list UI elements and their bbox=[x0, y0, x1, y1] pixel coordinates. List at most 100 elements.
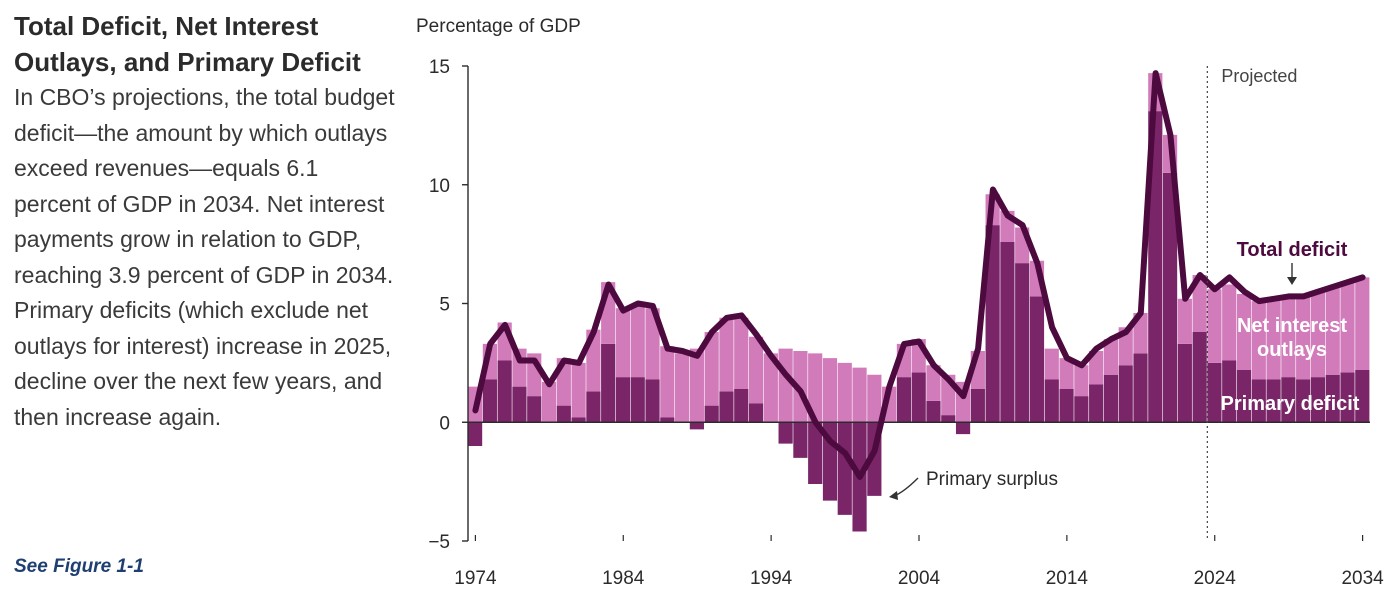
net-interest-bar bbox=[660, 346, 675, 418]
net-interest-bar bbox=[1251, 301, 1266, 380]
primary-bar bbox=[793, 422, 808, 458]
primary-bar bbox=[1340, 372, 1355, 423]
primary-bar bbox=[704, 405, 719, 423]
primary-bar bbox=[1029, 296, 1045, 423]
net-interest-bar bbox=[1266, 298, 1281, 380]
net-interest-bar bbox=[837, 362, 852, 423]
primary-bar bbox=[468, 422, 483, 446]
net-interest-bar bbox=[1325, 286, 1340, 375]
net-interest-bar bbox=[1133, 313, 1148, 354]
primary-bar bbox=[1222, 360, 1237, 423]
primary-bar bbox=[1266, 379, 1281, 423]
net-interest-bar bbox=[808, 353, 823, 423]
net-interest-bar bbox=[571, 362, 586, 418]
net-interest-bar bbox=[1207, 289, 1222, 363]
primary-bar bbox=[689, 422, 704, 430]
net-interest-bar bbox=[541, 381, 557, 423]
primary-bar bbox=[1044, 379, 1059, 423]
net-interest-bar bbox=[1236, 294, 1252, 370]
primary-bar bbox=[1118, 365, 1133, 423]
primary-bar bbox=[601, 343, 616, 423]
net-interest-label: Net interest outlays bbox=[1237, 315, 1347, 361]
primary-bar bbox=[1148, 111, 1163, 423]
net-interest-bar bbox=[1044, 348, 1059, 380]
total-deficit-label: Total deficit bbox=[1237, 239, 1348, 261]
primary-bar bbox=[660, 417, 675, 423]
net-interest-bar bbox=[630, 303, 645, 378]
primary-surplus-arrow bbox=[893, 477, 919, 497]
net-interest-bar bbox=[926, 365, 941, 401]
primary-bar bbox=[941, 415, 956, 423]
total-deficit-arrowhead bbox=[1287, 277, 1297, 285]
y-tick-label: 15 bbox=[429, 57, 450, 78]
primary-bar bbox=[1089, 384, 1104, 423]
net-interest-bar bbox=[867, 374, 882, 423]
net-interest-bar bbox=[734, 317, 749, 389]
x-tick-label: 2034 bbox=[1341, 568, 1384, 589]
primary-bar bbox=[497, 360, 512, 423]
net-interest-bar bbox=[1355, 277, 1370, 370]
primary-bar bbox=[1192, 332, 1207, 423]
primary-bar bbox=[1355, 370, 1370, 423]
primary-bar bbox=[911, 372, 926, 423]
primary-bar bbox=[1310, 377, 1326, 423]
net-interest-bar bbox=[1296, 296, 1311, 380]
x-tick-label: 2014 bbox=[1046, 568, 1089, 589]
primary-surplus-arrowhead bbox=[889, 491, 898, 500]
primary-bar bbox=[1059, 389, 1074, 423]
y-axis-label: Percentage of GDP bbox=[416, 16, 581, 37]
net-interest-bar bbox=[763, 353, 778, 423]
primary-bar bbox=[1074, 396, 1089, 423]
projected-label: Projected bbox=[1221, 66, 1297, 86]
net-interest-bar bbox=[778, 348, 793, 423]
net-interest-bar bbox=[1192, 275, 1207, 332]
net-interest-bar bbox=[748, 336, 764, 404]
net-interest-bar bbox=[1281, 296, 1296, 378]
primary-bar bbox=[719, 391, 734, 423]
primary-bar bbox=[926, 400, 941, 423]
x-tick-label: 1994 bbox=[750, 568, 793, 589]
primary-bar bbox=[512, 386, 527, 423]
net-interest-bar bbox=[719, 317, 734, 392]
net-interest-bar bbox=[1089, 351, 1104, 385]
x-tick-label: 1974 bbox=[454, 568, 497, 589]
primary-bar bbox=[1296, 379, 1311, 423]
y-tick-label: 0 bbox=[439, 413, 450, 434]
primary-bar bbox=[1015, 263, 1030, 423]
primary-bar bbox=[748, 403, 764, 423]
primary-bar bbox=[1251, 379, 1266, 423]
primary-bar bbox=[1177, 343, 1192, 423]
net-interest-bar bbox=[675, 353, 690, 423]
net-interest-bar bbox=[1222, 284, 1237, 361]
sidebar-text: Total Deficit, Net Interest Outlays, and… bbox=[14, 8, 399, 435]
net-interest-bar bbox=[645, 308, 660, 380]
net-interest-bar bbox=[1340, 282, 1355, 373]
primary-bar bbox=[808, 422, 823, 484]
primary-bar bbox=[1133, 353, 1148, 423]
primary-bar bbox=[571, 417, 586, 423]
primary-bar bbox=[482, 379, 497, 423]
see-figure-link[interactable]: See Figure 1-1 bbox=[14, 556, 144, 577]
figure-description: In CBO’s projections, the total budget d… bbox=[14, 84, 395, 430]
primary-bar bbox=[955, 422, 971, 435]
total-deficit-line bbox=[472, 70, 1366, 480]
net-interest-bar bbox=[1103, 339, 1119, 375]
primary-bar bbox=[1236, 370, 1252, 423]
primary-bar bbox=[1103, 374, 1119, 423]
x-tick-label: 2004 bbox=[898, 568, 941, 589]
y-tick-label: 5 bbox=[439, 295, 450, 316]
primary-bar bbox=[734, 389, 749, 423]
primary-surplus-label: Primary surplus bbox=[926, 469, 1058, 490]
net-interest-bar bbox=[1310, 291, 1326, 378]
primary-bar bbox=[1325, 374, 1340, 423]
figure-title: Total Deficit, Net Interest Outlays, and… bbox=[14, 11, 361, 77]
net-interest-bar bbox=[1177, 298, 1192, 344]
primary-bar bbox=[970, 389, 985, 423]
primary-bar bbox=[1162, 172, 1178, 423]
primary-bar bbox=[985, 225, 1000, 423]
primary-bar bbox=[1281, 377, 1296, 423]
primary-bar bbox=[896, 377, 912, 423]
primary-bar bbox=[1207, 362, 1222, 423]
x-tick-label: 1984 bbox=[602, 568, 645, 589]
